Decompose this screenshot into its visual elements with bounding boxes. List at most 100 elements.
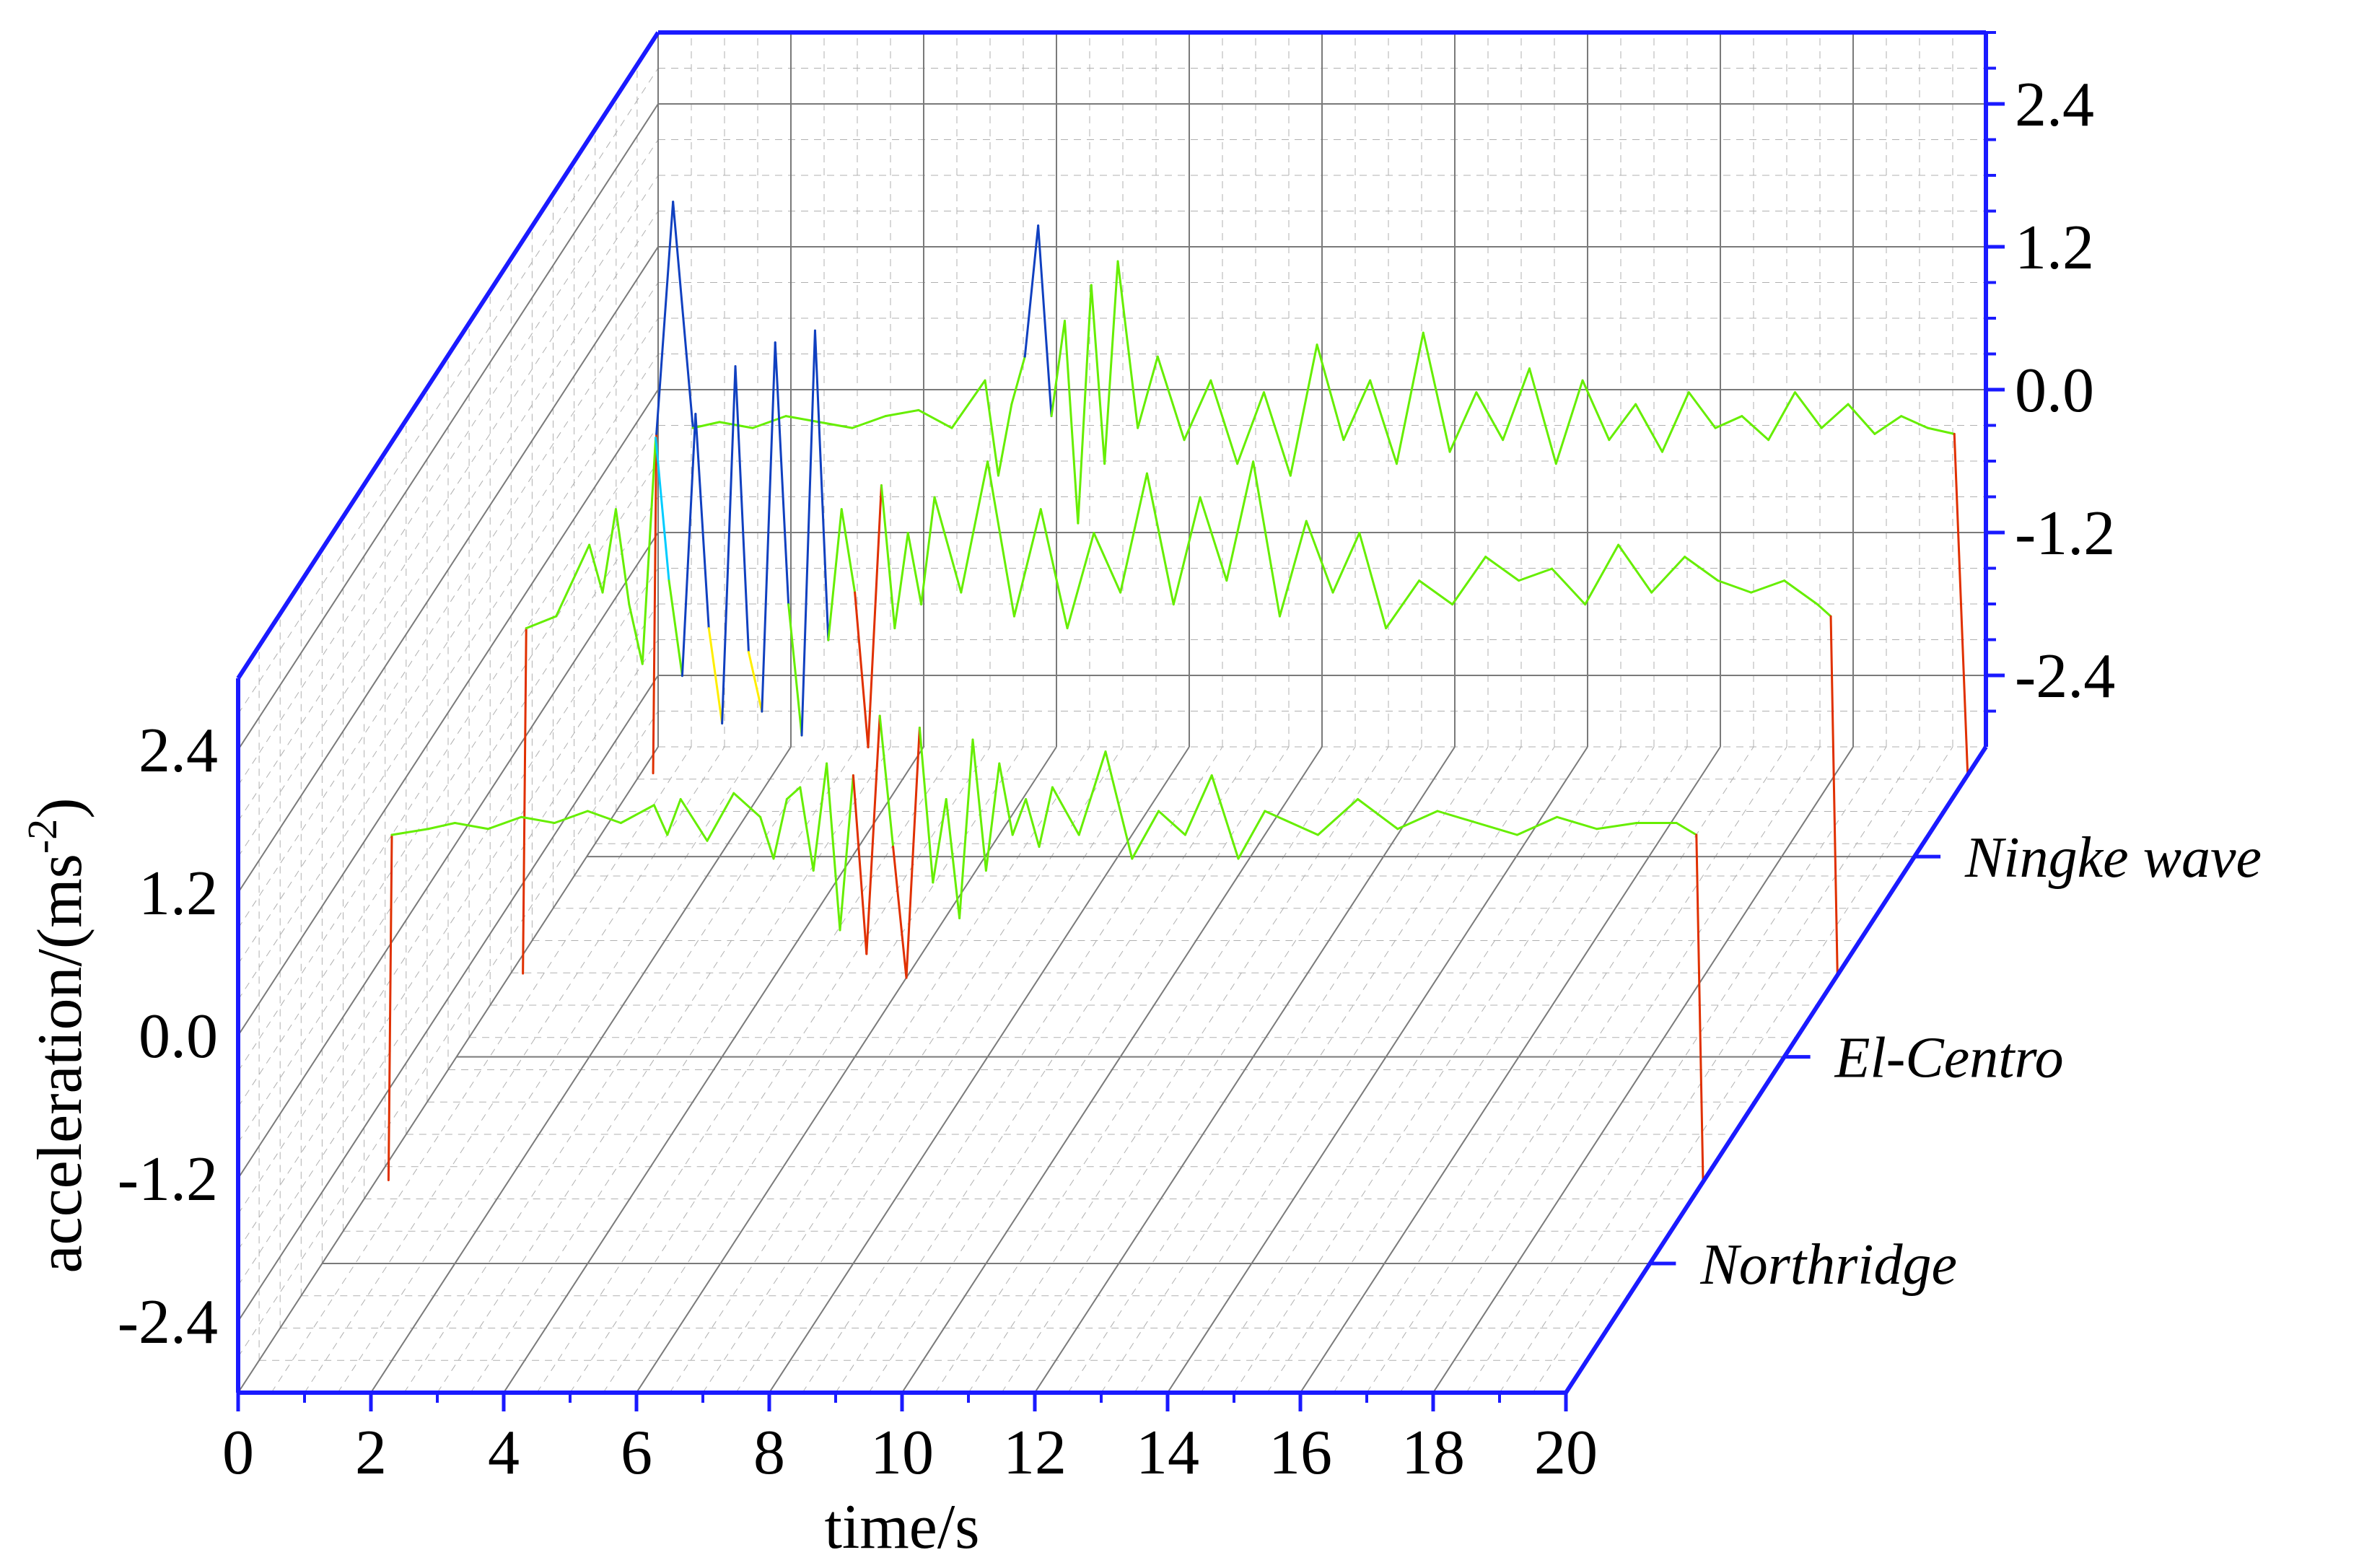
series-ningke-wave-segment bbox=[1156, 355, 1186, 442]
x-tick-label: 14 bbox=[1136, 1418, 1199, 1488]
grid-major-line bbox=[1300, 746, 1721, 1393]
series-northridge-segment bbox=[865, 714, 881, 955]
series-el-centro-segment bbox=[1119, 472, 1148, 594]
series-ningke-wave-segment bbox=[784, 415, 820, 424]
series-ningke-wave-segment bbox=[1475, 391, 1505, 442]
series-ningke-wave-segment bbox=[1422, 331, 1451, 453]
grid-minor-line bbox=[237, 282, 659, 929]
series-ningke-wave-segment bbox=[1116, 260, 1139, 429]
series-ningke-wave-segment bbox=[1063, 320, 1080, 525]
series-northridge-segment bbox=[892, 846, 908, 979]
series-ningke-wave-segment bbox=[1502, 367, 1531, 442]
grid-major-line bbox=[1034, 746, 1456, 1393]
series-ningke-wave-segment bbox=[1953, 432, 1969, 775]
series-el-centro-segment bbox=[800, 329, 816, 737]
grid-minor-line bbox=[271, 746, 692, 1393]
series-ningke-wave-segment bbox=[1714, 415, 1743, 429]
series-northridge-segment bbox=[1556, 815, 1598, 831]
grid-minor-line bbox=[1001, 746, 1422, 1393]
series-el-centro-segment bbox=[1225, 460, 1255, 582]
series-northridge-segment bbox=[453, 822, 489, 831]
grid-minor-line bbox=[735, 746, 1157, 1393]
grid-minor-line bbox=[1399, 746, 1821, 1393]
series-el-centro-segment bbox=[614, 508, 631, 606]
series-el-centro-segment bbox=[761, 341, 776, 713]
series-ningke-wave-segment bbox=[1037, 224, 1053, 418]
series-ningke-wave-segment bbox=[1847, 403, 1876, 435]
series-el-centro-segment bbox=[747, 651, 763, 713]
series-el-centro-segment bbox=[588, 543, 604, 594]
y-right-tick-label: -2.4 bbox=[2015, 641, 2115, 711]
y-right-tick-label: 2.4 bbox=[2015, 70, 2094, 140]
grid-minor-line bbox=[536, 746, 958, 1393]
grid-major-line bbox=[370, 746, 792, 1393]
series-northridge-segment bbox=[945, 798, 961, 919]
series-el-centro-segment bbox=[1278, 520, 1308, 618]
grid-minor-line bbox=[403, 746, 825, 1393]
series-ningke-wave-segment bbox=[1581, 379, 1611, 442]
grid-minor-line bbox=[237, 425, 659, 1072]
series-el-centro-segment bbox=[813, 329, 830, 641]
grid-minor-line bbox=[1067, 746, 1489, 1393]
series-ningke-wave-segment bbox=[718, 421, 754, 429]
series-northridge-segment bbox=[652, 804, 669, 836]
series-ningke-wave-segment bbox=[1209, 379, 1239, 465]
series-ningke-wave-segment bbox=[652, 432, 658, 775]
x-tick-label: 16 bbox=[1269, 1418, 1332, 1488]
series-el-centro-segment bbox=[734, 365, 750, 654]
series-ningke-wave-segment bbox=[1554, 379, 1584, 465]
x-tick-label: 6 bbox=[621, 1418, 652, 1488]
x-tick-label: 2 bbox=[355, 1418, 387, 1488]
series-northridge-segment bbox=[1436, 810, 1479, 824]
series-northridge-segment bbox=[1290, 822, 1319, 836]
depth-edge-top-left bbox=[236, 31, 660, 680]
series-ningke-wave-segment bbox=[1793, 391, 1823, 429]
series-el-centro-segment bbox=[1066, 532, 1095, 630]
grid-major-line bbox=[901, 746, 1323, 1393]
series-el-centro-segment bbox=[1684, 556, 1720, 582]
series-el-centro-segment bbox=[707, 627, 724, 725]
series-northridge-segment bbox=[826, 762, 841, 932]
series-northridge-segment bbox=[666, 798, 682, 836]
series-northridge-segment bbox=[390, 828, 430, 836]
series-northridge-segment bbox=[958, 738, 974, 919]
series-el-centro-trace bbox=[522, 329, 1839, 975]
series-northridge-segment bbox=[1357, 798, 1399, 831]
grid-minor-line bbox=[237, 68, 659, 714]
series-el-centro-segment bbox=[1252, 460, 1281, 618]
series-ningke-wave-segment bbox=[1316, 343, 1345, 442]
series-el-centro-segment bbox=[1783, 579, 1819, 606]
grid-minor-line bbox=[1466, 746, 1887, 1393]
grid-minor-line bbox=[237, 139, 659, 786]
series-ningke-wave-segment bbox=[1103, 260, 1119, 465]
grid-minor-line bbox=[470, 746, 891, 1393]
grid-major-line bbox=[237, 246, 659, 893]
series-el-centro-segment bbox=[1484, 556, 1520, 582]
grid-minor-line bbox=[1200, 746, 1621, 1393]
series-ningke-wave-segment bbox=[884, 408, 920, 418]
series-el-centro-segment bbox=[1012, 508, 1042, 618]
grid-minor-line bbox=[702, 746, 1124, 1393]
x-tick-label: 0 bbox=[222, 1418, 254, 1488]
series-northridge-segment bbox=[1515, 815, 1559, 836]
series-ningke-wave-segment bbox=[1289, 343, 1318, 477]
grid-minor-line bbox=[237, 354, 659, 1000]
series-northridge-segment bbox=[971, 738, 987, 872]
series-ningke-wave-segment bbox=[1900, 415, 1929, 429]
series-el-centro-segment bbox=[1750, 579, 1786, 594]
x-tick-label: 18 bbox=[1401, 1418, 1465, 1488]
series-ningke-wave-segment bbox=[1137, 355, 1159, 429]
y-tick-label: -1.2 bbox=[118, 1144, 218, 1214]
series-el-centro-segment bbox=[1518, 567, 1554, 582]
series-el-centro-segment bbox=[694, 413, 710, 630]
grid-minor-line bbox=[237, 496, 659, 1143]
series-el-centro-segment bbox=[906, 532, 923, 606]
series-northridge-segment bbox=[984, 762, 1001, 872]
series-northridge-segment bbox=[878, 714, 895, 848]
series-ningke-wave-segment bbox=[851, 415, 887, 429]
grid-major-line bbox=[237, 389, 659, 1036]
series-el-centro-segment bbox=[840, 508, 857, 594]
series-northridge-segment bbox=[387, 833, 393, 1181]
grid-major-line bbox=[237, 746, 659, 1393]
x-tick-label: 10 bbox=[870, 1418, 934, 1488]
